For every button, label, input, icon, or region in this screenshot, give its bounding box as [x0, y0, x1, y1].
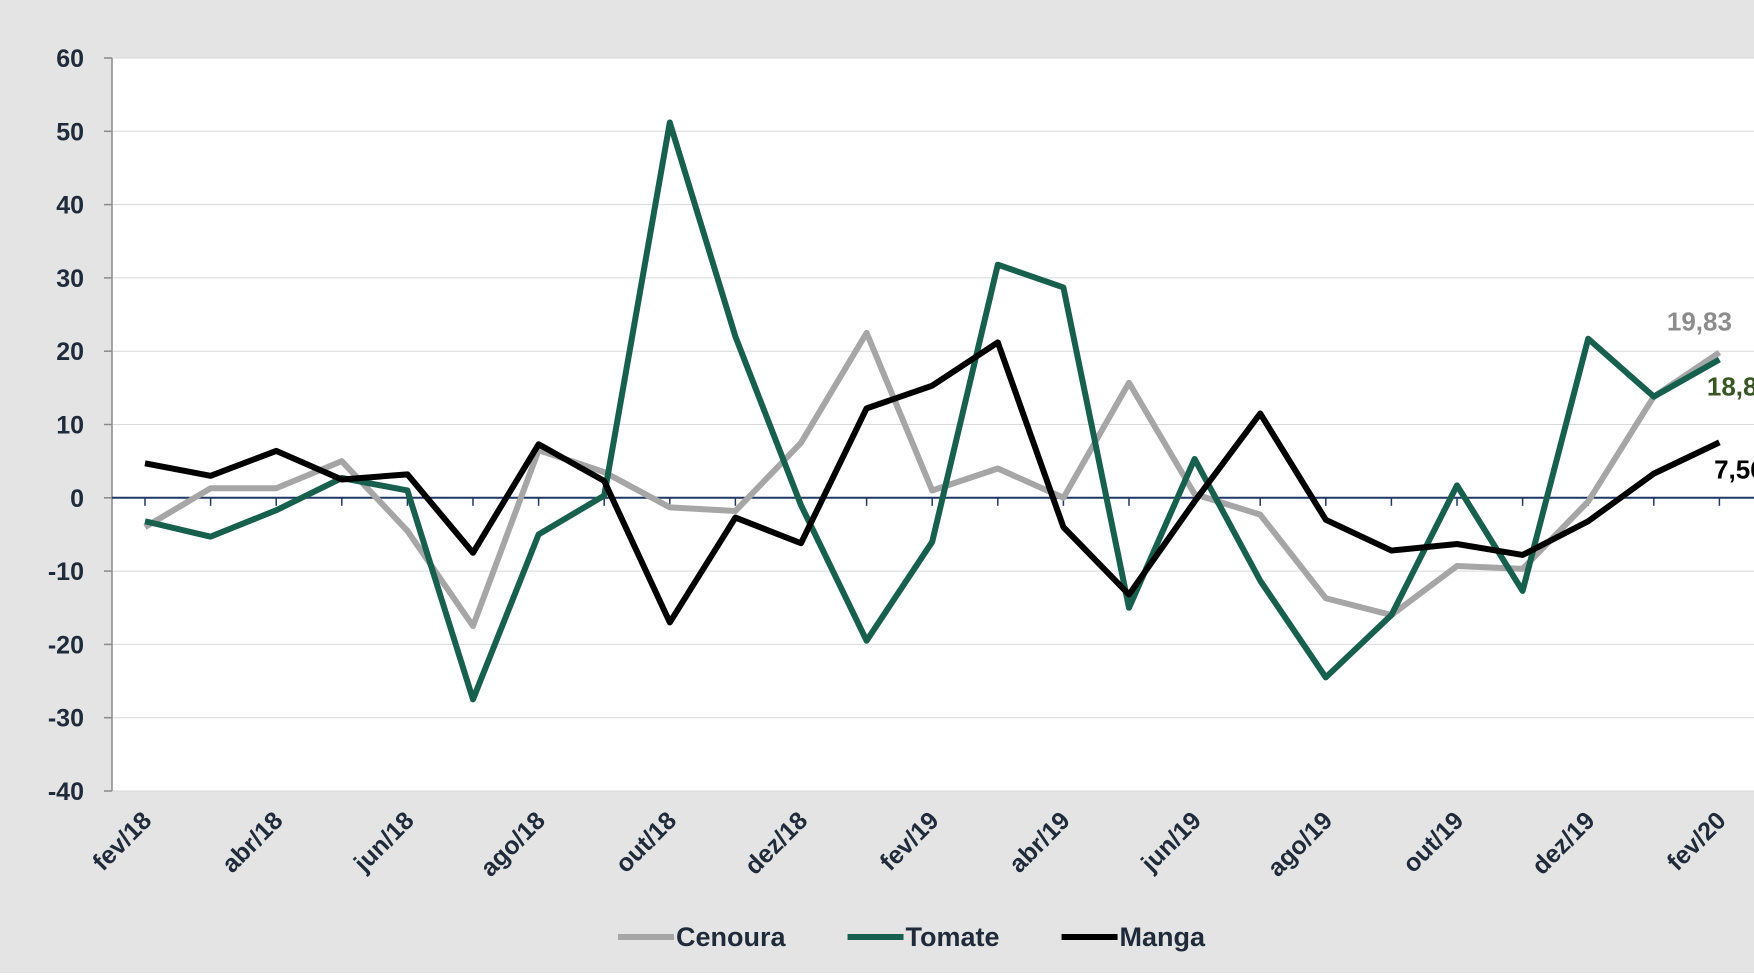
data-label: 18,86	[1707, 372, 1754, 402]
legend-label: Tomate	[906, 922, 1000, 952]
y-tick-label: 60	[56, 45, 84, 73]
y-tick-label: -40	[48, 778, 84, 806]
y-tick-label: 0	[70, 485, 84, 513]
data-label: 7,56	[1714, 454, 1754, 484]
y-tick-label: 10	[56, 412, 84, 440]
series-line	[143, 329, 1722, 630]
y-tick-label: 30	[56, 265, 84, 293]
y-tick-label: 40	[56, 192, 84, 220]
y-tick-label: -20	[48, 631, 84, 659]
data-label: 19,83	[1667, 306, 1732, 336]
y-tick-label: 50	[56, 118, 84, 146]
y-tick-label: -10	[48, 558, 84, 586]
series-line	[144, 339, 1721, 626]
series-line	[144, 119, 1721, 703]
y-tick-label: 20	[56, 338, 84, 366]
legend-label: Cenoura	[676, 922, 787, 952]
y-tick-label: -30	[48, 705, 84, 733]
legend-label: Manga	[1120, 922, 1206, 952]
